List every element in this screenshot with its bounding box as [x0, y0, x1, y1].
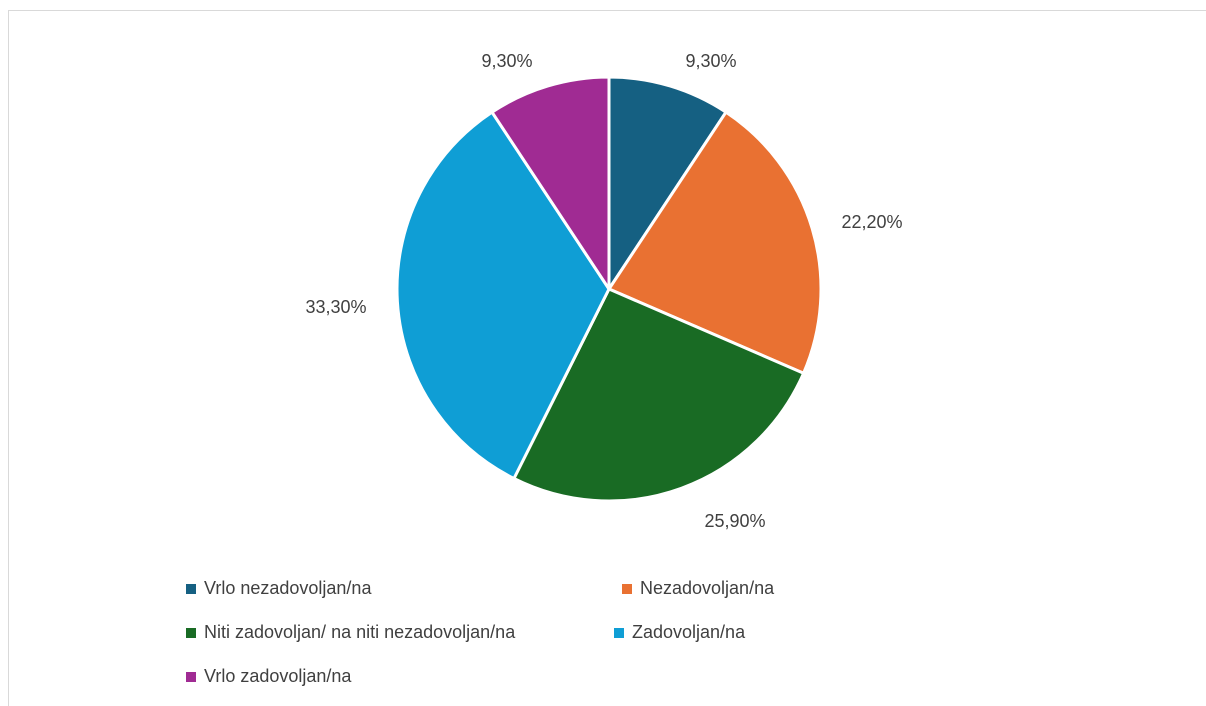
legend-swatch [186, 671, 196, 682]
legend-item-vrlo-zadovoljan: Vrlo zadovoljan/na [186, 666, 351, 687]
legend-label: Vrlo zadovoljan/na [204, 666, 352, 686]
data-label: 22,20% [841, 212, 902, 232]
legend-label: Nezadovoljan/na [640, 578, 775, 598]
pie-data-labels: 9,30% 22,20% 25,90% 33,30% 9,30% [305, 51, 902, 531]
pie-slices [395, 75, 823, 503]
data-label: 33,30% [305, 297, 366, 317]
pie-slice [490, 75, 611, 291]
pie-slice [607, 110, 823, 375]
legend-item-niti-zadovoljan: Niti zadovoljan/ na niti nezadovoljan/na [186, 622, 515, 643]
pie-slice [395, 110, 611, 480]
legend-item-zadovoljan: Zadovoljan/na [614, 622, 745, 643]
data-label: 9,30% [685, 51, 736, 71]
legend-swatch [186, 627, 196, 638]
legend-item-vrlo-nezadovoljan: Vrlo nezadovoljan/na [186, 578, 371, 599]
pie-slice [607, 75, 728, 291]
pie-slice [512, 287, 806, 503]
legend-label: Zadovoljan/na [632, 622, 746, 642]
legend-swatch [622, 583, 632, 594]
data-label: 9,30% [481, 51, 532, 71]
legend-swatch [614, 627, 624, 638]
chart-frame [8, 10, 1206, 706]
legend-swatch [186, 583, 196, 594]
legend-label: Niti zadovoljan/ na niti nezadovoljan/na [204, 622, 516, 642]
legend-item-nezadovoljan: Nezadovoljan/na [622, 578, 774, 599]
legend-label: Vrlo nezadovoljan/na [204, 578, 372, 598]
data-label: 25,90% [704, 511, 765, 531]
